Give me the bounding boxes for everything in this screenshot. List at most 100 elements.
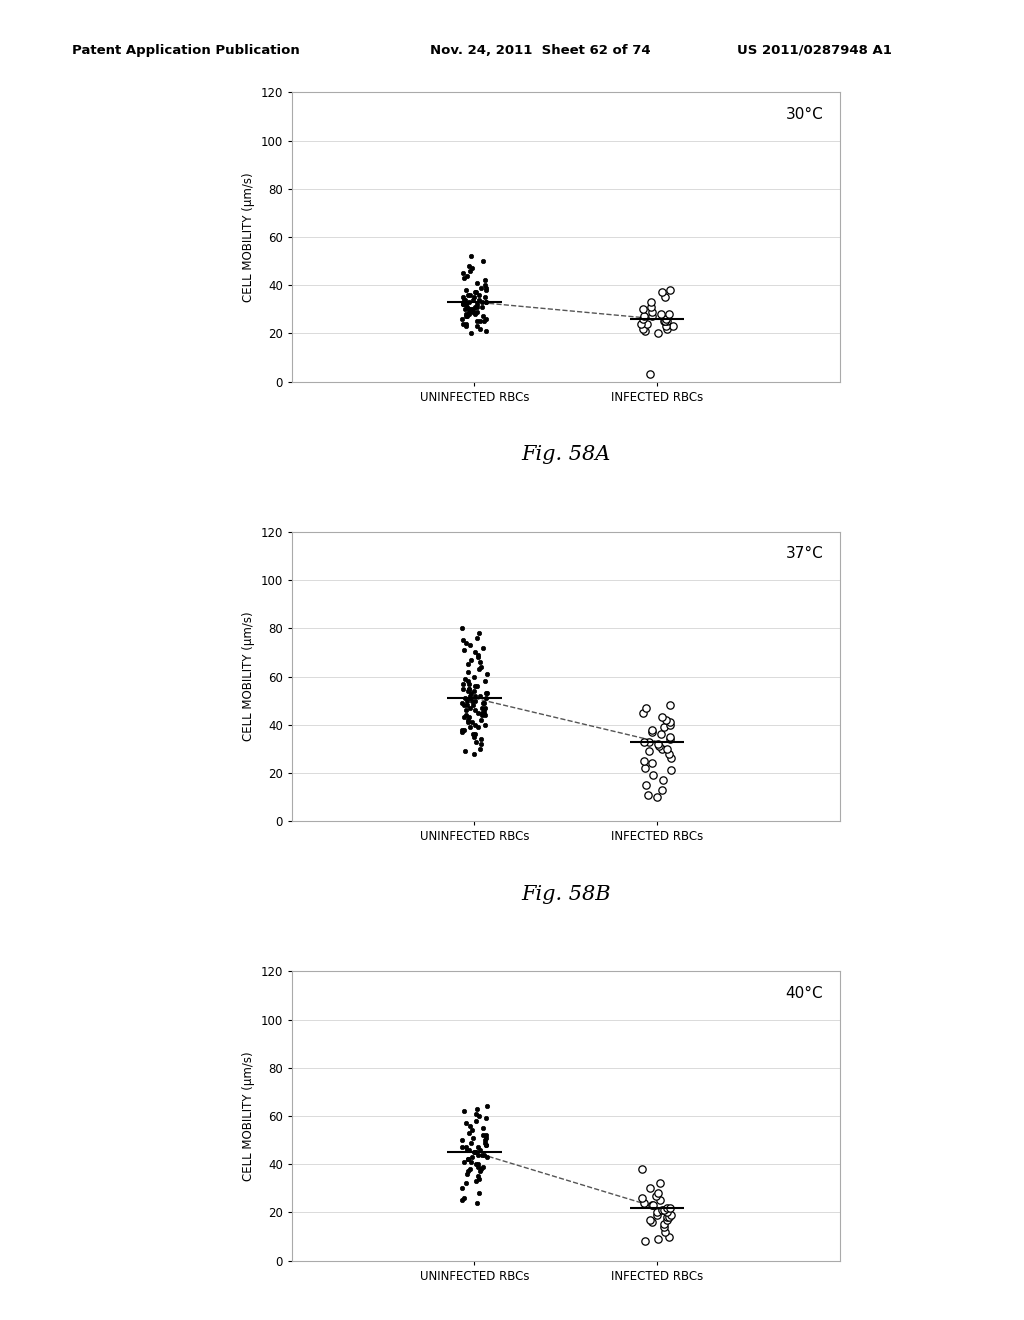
Point bbox=[637, 1230, 653, 1251]
Point bbox=[470, 1183, 486, 1204]
Point bbox=[454, 1189, 470, 1210]
Point bbox=[457, 668, 473, 689]
Point bbox=[463, 1119, 479, 1140]
Point bbox=[461, 298, 477, 319]
Point bbox=[464, 1147, 480, 1168]
Point bbox=[463, 1133, 479, 1154]
Point bbox=[476, 1144, 493, 1166]
Point bbox=[460, 284, 476, 305]
Point bbox=[470, 284, 486, 305]
Point bbox=[463, 682, 479, 704]
Point bbox=[460, 671, 476, 692]
Point bbox=[656, 310, 673, 331]
Point bbox=[472, 318, 488, 339]
Point bbox=[470, 644, 486, 665]
Point bbox=[476, 697, 493, 718]
Point bbox=[474, 702, 490, 723]
Point bbox=[650, 1183, 667, 1204]
Point bbox=[458, 315, 474, 337]
Point bbox=[657, 309, 674, 330]
Text: Fig. 58A: Fig. 58A bbox=[521, 445, 610, 465]
Point bbox=[633, 313, 649, 334]
Point bbox=[454, 618, 470, 639]
Point bbox=[463, 323, 479, 345]
Point bbox=[466, 743, 482, 764]
Point bbox=[456, 639, 472, 660]
Point bbox=[659, 1206, 676, 1228]
Text: Nov. 24, 2011  Sheet 62 of 74: Nov. 24, 2011 Sheet 62 of 74 bbox=[430, 44, 650, 57]
Point bbox=[458, 280, 474, 301]
Point bbox=[469, 676, 485, 697]
Point bbox=[457, 688, 473, 709]
Point bbox=[478, 664, 495, 685]
Point bbox=[460, 709, 476, 730]
Point bbox=[459, 306, 475, 327]
Point bbox=[653, 282, 670, 304]
Point bbox=[464, 711, 480, 733]
Point bbox=[656, 286, 673, 308]
Point bbox=[462, 697, 478, 718]
Point bbox=[653, 723, 670, 744]
Point bbox=[472, 1160, 488, 1181]
Point bbox=[660, 304, 677, 325]
Point bbox=[468, 1154, 484, 1175]
Point bbox=[648, 1185, 665, 1206]
Point bbox=[470, 1137, 486, 1158]
Point bbox=[473, 734, 489, 755]
Point bbox=[656, 717, 673, 738]
Point bbox=[469, 272, 485, 293]
Point bbox=[469, 310, 485, 331]
Point bbox=[467, 723, 483, 744]
Point bbox=[662, 743, 678, 764]
Point bbox=[654, 738, 671, 759]
Point bbox=[467, 304, 483, 325]
Point bbox=[655, 1216, 672, 1237]
Point bbox=[477, 1134, 494, 1155]
Point bbox=[464, 257, 480, 279]
Point bbox=[463, 649, 479, 671]
Point bbox=[474, 693, 490, 714]
Point bbox=[470, 1154, 486, 1175]
Point bbox=[475, 1125, 492, 1146]
Point bbox=[465, 723, 481, 744]
Point bbox=[467, 282, 483, 304]
Point bbox=[457, 298, 473, 319]
Point bbox=[665, 315, 681, 337]
Point bbox=[455, 630, 471, 651]
Point bbox=[474, 1144, 490, 1166]
Point bbox=[478, 682, 495, 704]
Point bbox=[467, 685, 483, 706]
Point bbox=[462, 685, 478, 706]
Point bbox=[463, 246, 479, 267]
Point bbox=[467, 296, 483, 317]
Point bbox=[660, 1206, 677, 1228]
Text: Fig. 58B: Fig. 58B bbox=[521, 884, 610, 904]
Point bbox=[650, 735, 667, 756]
Point bbox=[465, 694, 481, 715]
Point bbox=[459, 1139, 475, 1160]
Point bbox=[478, 1125, 495, 1146]
Point bbox=[640, 731, 656, 752]
Point bbox=[461, 292, 477, 313]
Point bbox=[462, 284, 478, 305]
Point bbox=[475, 1156, 492, 1177]
Point bbox=[637, 321, 653, 342]
Point bbox=[458, 306, 474, 327]
Point bbox=[478, 1127, 495, 1148]
Point bbox=[462, 1159, 478, 1180]
Point bbox=[476, 275, 493, 296]
Point bbox=[470, 647, 486, 668]
Point bbox=[651, 1189, 668, 1210]
Point bbox=[470, 1144, 486, 1166]
Point bbox=[456, 1151, 472, 1172]
Point bbox=[461, 708, 477, 729]
Point bbox=[475, 1118, 492, 1139]
Point bbox=[471, 1105, 487, 1126]
Point bbox=[466, 726, 482, 747]
Point bbox=[644, 752, 660, 774]
Point bbox=[655, 310, 672, 331]
Point bbox=[454, 1177, 470, 1199]
Point bbox=[641, 741, 657, 762]
Point bbox=[460, 711, 476, 733]
Point bbox=[655, 1214, 672, 1236]
